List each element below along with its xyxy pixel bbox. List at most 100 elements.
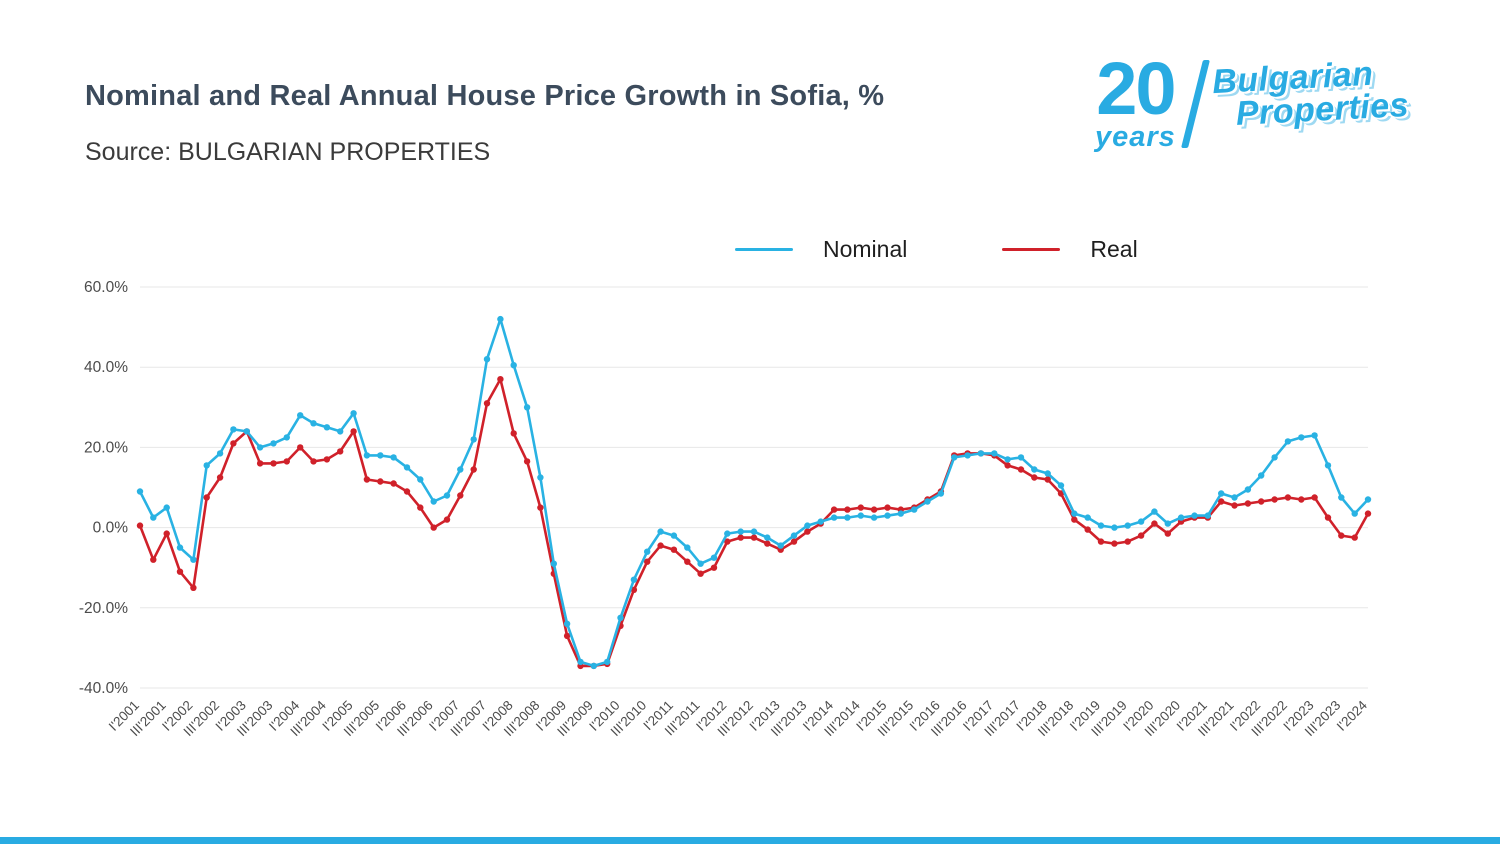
nominal-data-point [1364, 496, 1372, 503]
chart-legend: Nominal Real [735, 236, 1138, 263]
real-data-point [216, 474, 224, 481]
real-data-point [1004, 462, 1011, 469]
nominal-data-point [670, 532, 678, 539]
nominal-data-point [363, 452, 371, 459]
nominal-data-point [1204, 512, 1212, 519]
nominal-data-point [604, 658, 611, 666]
nominal-data-point [190, 556, 197, 563]
real-data-point [710, 564, 718, 571]
nominal-data-point [1351, 510, 1358, 517]
real-data-point [1284, 494, 1292, 501]
nominal-series-line [138, 317, 1370, 668]
nominal-data-point [911, 506, 918, 513]
nominal-data-point [1044, 470, 1051, 477]
real-data-point [1097, 538, 1105, 545]
real-data-point [697, 570, 704, 577]
real-data-point [176, 568, 184, 575]
nominal-data-point [1124, 522, 1131, 529]
nominal-data-point [1271, 454, 1278, 461]
real-data-point [1218, 498, 1225, 505]
nominal-line-swatch [735, 248, 793, 251]
nominal-data-point [323, 424, 331, 431]
real-data-point [1364, 510, 1372, 517]
legend-label-real: Real [1090, 236, 1138, 262]
logo-20-number: 20 [1096, 47, 1176, 130]
nominal-data-point [136, 488, 144, 495]
y-axis-tick-label: 60.0% [84, 279, 128, 296]
nominal-data-point [563, 620, 571, 627]
nominal-data-point [1057, 482, 1065, 489]
real-data-point [523, 458, 531, 465]
real-data-point [323, 456, 331, 463]
real-data-point [230, 440, 237, 447]
nominal-data-point [724, 530, 731, 537]
real-data-point [884, 504, 891, 511]
nominal-data-point [377, 452, 384, 459]
legend-item-real[interactable]: Real [1002, 236, 1138, 263]
real-data-point [136, 522, 144, 529]
real-data-point [644, 558, 651, 565]
nominal-data-point [617, 614, 624, 621]
nominal-data-point [470, 436, 477, 443]
real-data-point [350, 428, 357, 435]
real-data-point [1151, 520, 1158, 527]
real-data-point [670, 546, 678, 553]
real-data-point [510, 430, 517, 437]
nominal-data-point [1218, 490, 1225, 497]
nominal-data-point [1097, 522, 1105, 529]
nominal-data-point [243, 428, 250, 435]
nominal-data-point [750, 528, 758, 535]
real-data-point [1244, 500, 1252, 507]
nominal-data-point [550, 560, 557, 567]
nominal-data-point [590, 662, 597, 670]
nominal-data-point [1031, 466, 1038, 473]
nominal-data-point [817, 518, 824, 525]
nominal-data-point [337, 428, 344, 435]
nominal-data-point [1071, 510, 1078, 517]
nominal-data-point [216, 450, 224, 457]
nominal-data-point [897, 510, 904, 517]
real-data-point [1324, 514, 1332, 521]
nominal-data-point [977, 450, 985, 457]
nominal-data-point [523, 404, 531, 411]
real-data-point [657, 542, 664, 549]
nominal-data-point [964, 452, 971, 459]
real-data-point [377, 478, 384, 485]
nominal-data-point [483, 356, 491, 363]
nominal-data-point [510, 362, 517, 369]
nominal-data-point [150, 514, 157, 521]
real-data-point [337, 448, 344, 455]
nominal-data-point [417, 476, 424, 483]
nominal-data-point [630, 576, 638, 583]
nominal-data-point [163, 504, 170, 511]
real-data-point [1071, 516, 1078, 523]
nominal-data-point [1004, 456, 1011, 463]
real-data-point [256, 460, 264, 467]
legend-item-nominal[interactable]: Nominal [735, 236, 907, 263]
real-data-point [190, 584, 197, 591]
real-data-point [163, 530, 170, 537]
real-data-point [270, 460, 277, 467]
nominal-data-point [830, 514, 838, 521]
real-data-point [403, 488, 411, 495]
real-data-point [1164, 530, 1172, 537]
nominal-data-point [1164, 520, 1172, 527]
nominal-data-point [924, 498, 931, 505]
real-data-point [470, 466, 477, 473]
line-chart: 60.0%40.0%20.0%0.0%-20.0%-40.0%I'2001III… [79, 279, 1372, 739]
nominal-data-point [884, 512, 891, 519]
nominal-data-point [1084, 514, 1091, 521]
real-data-point [1338, 532, 1345, 539]
real-data-point [1124, 538, 1131, 545]
real-data-point [857, 504, 864, 511]
nominal-data-point [297, 412, 304, 419]
x-axis-tick-label: I'2024 [1334, 697, 1371, 734]
real-data-point [830, 506, 838, 513]
footer-accent-bar [0, 837, 1500, 844]
real-data-point [1031, 474, 1038, 481]
nominal-data-point [457, 466, 464, 473]
nominal-data-point [804, 522, 811, 529]
nominal-data-point [777, 542, 784, 549]
nominal-data-point [937, 490, 945, 497]
y-axis-tick-label: 20.0% [84, 439, 128, 456]
